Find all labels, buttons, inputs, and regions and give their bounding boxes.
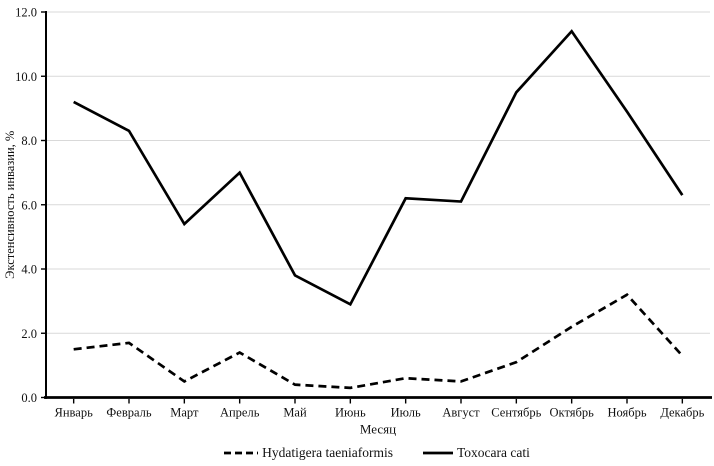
series-line-dashed bbox=[73, 292, 684, 390]
y-tick-label: 4.0 bbox=[21, 263, 37, 277]
legend-label-hydatigera: Hydatigera taeniaformis bbox=[262, 445, 393, 460]
x-tick-label: Декабрь bbox=[660, 406, 704, 420]
x-tick-label: Ноябрь bbox=[607, 406, 646, 420]
legend-item-hydatigera-taeniaformis: Hydatigera taeniaformis bbox=[224, 445, 393, 461]
legend-label-toxocara: Toxocara cati bbox=[456, 445, 530, 460]
x-tick-label: Сентябрь bbox=[491, 406, 541, 420]
x-tick-label: Март bbox=[170, 406, 199, 420]
y-axis-title: Экстенсивность инвазии, % bbox=[3, 131, 17, 279]
y-tick-label: 6.0 bbox=[21, 198, 37, 212]
x-tick-label: Май bbox=[283, 406, 307, 420]
dashed-line-marker bbox=[224, 451, 259, 455]
legend-item-toxocara-cati: Toxocara cati bbox=[422, 445, 530, 461]
x-tick-label: Октябрь bbox=[550, 406, 595, 420]
x-tick-label: Июнь bbox=[335, 406, 366, 420]
x-tick-label: Февраль bbox=[106, 406, 151, 420]
x-tick-label: Апрель bbox=[220, 406, 260, 420]
y-tick-label: 10.0 bbox=[15, 70, 37, 84]
chart-legend: Hydatigera taeniaformis Toxocara cati bbox=[20, 445, 714, 461]
x-axis-title: Месяц bbox=[360, 422, 396, 437]
y-tick-label: 2.0 bbox=[21, 327, 37, 341]
y-tick-label: 8.0 bbox=[21, 134, 37, 148]
x-tick-label: Январь bbox=[55, 406, 94, 420]
solid-line-marker bbox=[422, 451, 453, 455]
y-tick-label: 0.0 bbox=[21, 391, 37, 405]
series-line-solid bbox=[73, 29, 684, 307]
x-tick-label: Июль bbox=[391, 406, 421, 420]
y-tick-label: 12.0 bbox=[15, 6, 37, 20]
x-tick-label: Август bbox=[442, 406, 480, 420]
line-chart: 0.0 2.0 4.0 6.0 8.0 10.0 12.0 Январь Февраль Март… bbox=[3, 6, 712, 437]
